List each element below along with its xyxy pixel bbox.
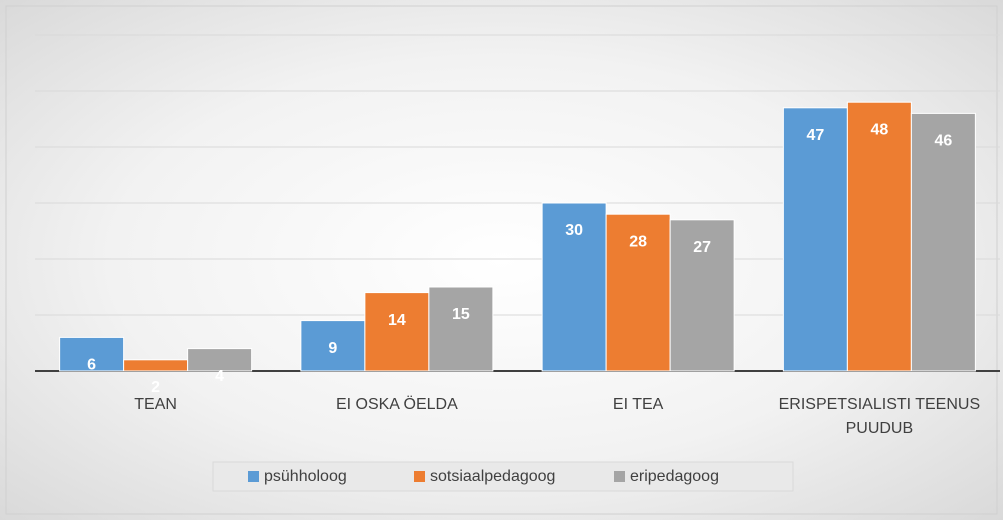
data-label: 14 [388, 312, 406, 329]
bar [187, 348, 253, 372]
bar [300, 320, 366, 372]
x-tick-label: EI OSKA ÖELDA [335, 396, 458, 413]
bar [541, 202, 607, 372]
data-label: 2 [151, 379, 160, 396]
bar [123, 359, 189, 372]
bar [364, 292, 430, 372]
data-label: 28 [629, 233, 647, 250]
x-tick-label: ERISPETSIALISTI TEENUS PUUDUB [778, 396, 981, 437]
legend-swatch [248, 471, 259, 482]
bar [669, 219, 735, 372]
data-label: 48 [870, 121, 888, 138]
x-tick-label: EI TEA [612, 396, 664, 413]
legend-label: psühholoog [264, 468, 347, 485]
bar [782, 107, 848, 372]
x-tick-label: TEAN [134, 396, 177, 413]
data-label: 47 [806, 127, 824, 144]
chart-border [5, 5, 998, 515]
data-label: 15 [452, 306, 470, 323]
bar [910, 112, 976, 372]
data-label: 46 [934, 133, 952, 150]
data-label: 6 [87, 357, 96, 374]
bar [605, 213, 671, 372]
data-label: 9 [328, 340, 337, 357]
data-label: 30 [565, 222, 583, 239]
legend-label: sotsiaalpedagoog [430, 468, 555, 485]
bar [59, 336, 125, 372]
legend-box [212, 461, 794, 492]
data-label: 27 [693, 239, 711, 256]
legend-swatch [414, 471, 425, 482]
bar [428, 286, 494, 372]
bar [846, 101, 912, 372]
legend-label: eripedagoog [630, 468, 719, 485]
data-label: 4 [215, 368, 224, 385]
legend-swatch [614, 471, 625, 482]
